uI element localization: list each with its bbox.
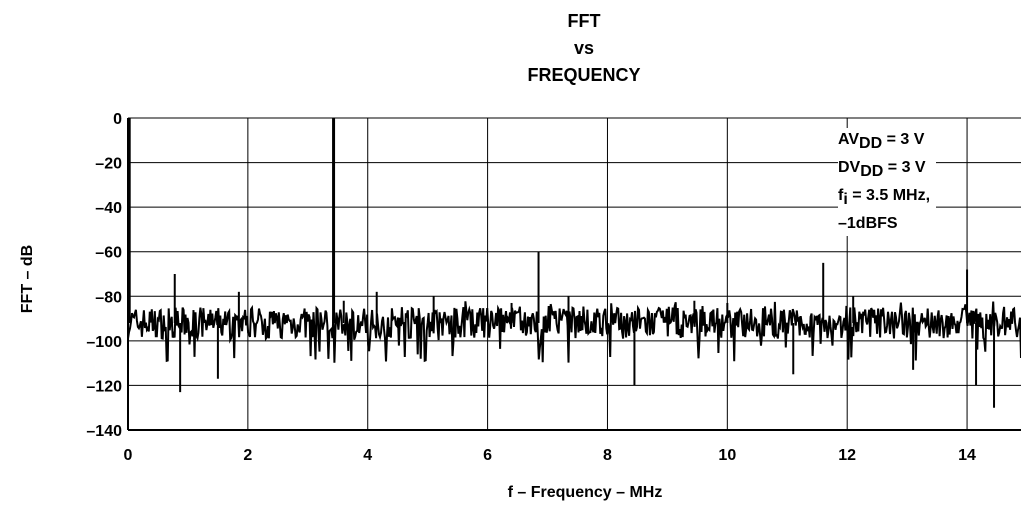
plot-frame (127, 117, 1021, 431)
fi-condition: fi = 3.5 MHz, (838, 187, 931, 208)
test-conditions-annotation: AVDD = 3 V DVDD = 3 V fi = 3.5 MHz, –1dB… (838, 128, 937, 236)
fft-trace (127, 118, 1021, 408)
noise-floor-trace (127, 301, 1021, 363)
y-tick-label: –20 (95, 156, 122, 173)
avdd-condition: AVDD = 3 V (838, 131, 925, 152)
x-tick-label: 0 (124, 447, 133, 464)
tick-labels: 0 2 4 6 8 10 12 14 0 –20 –40 –60 –80 –100 –120 –140 (86, 111, 976, 464)
y-tick-label: –140 (86, 423, 122, 440)
dvdd-condition: DVDD = 3 V (838, 159, 926, 180)
x-tick-label: 12 (838, 447, 856, 464)
chart-title-line-2: vs (573, 38, 595, 58)
x-tick-label: 8 (603, 447, 612, 464)
y-tick-label: –80 (95, 289, 122, 306)
y-tick-label: –120 (86, 378, 122, 395)
y-tick-label: –60 (95, 245, 122, 262)
x-tick-label: 6 (483, 447, 492, 464)
chart-title-line-3: FREQUENCY (527, 65, 641, 85)
input-level: –1dBFS (838, 215, 898, 232)
x-axis-label: f – Frequency – MHz (507, 484, 663, 501)
x-tick-label: 14 (958, 447, 976, 464)
x-tick-label: 10 (718, 447, 736, 464)
y-axis-label: FFT – dB (19, 244, 36, 314)
chart-title-line-1: FFT (567, 11, 601, 31)
x-tick-label: 2 (243, 447, 252, 464)
y-tick-label: –100 (86, 334, 122, 351)
x-tick-label: 4 (363, 447, 372, 464)
y-tick-label: –40 (95, 200, 122, 217)
y-tick-label: 0 (113, 111, 122, 128)
